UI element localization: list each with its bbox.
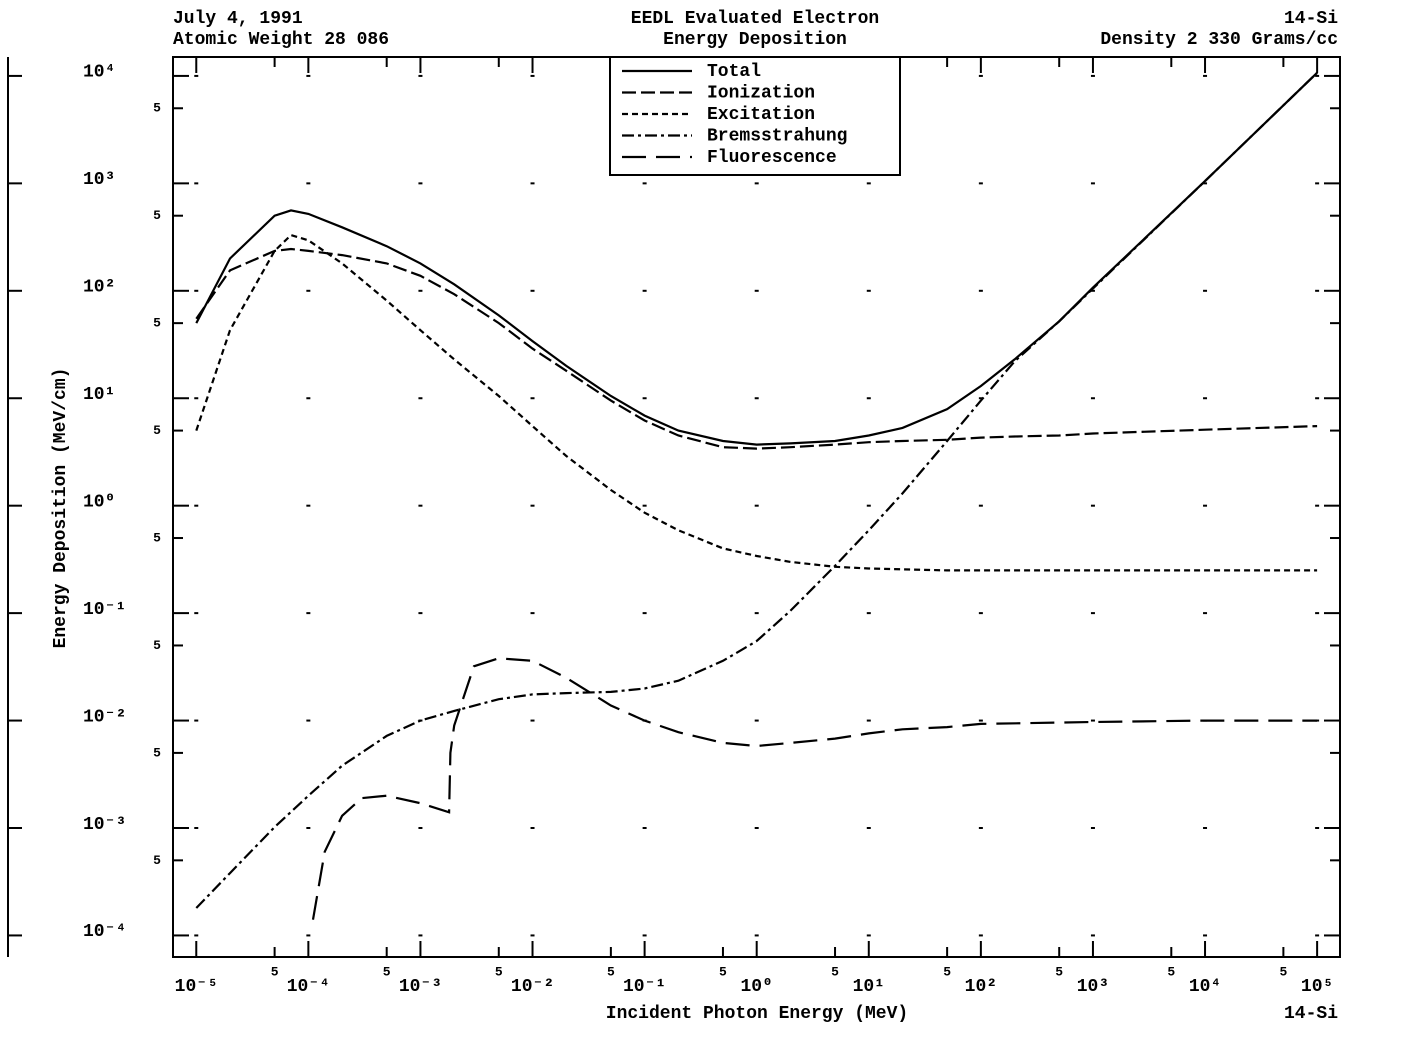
x-tick-label: 10¹ — [853, 977, 885, 997]
x-minor-tick-label: 5 — [607, 964, 615, 979]
chart-title: EEDL Evaluated Electron — [631, 9, 879, 29]
legend-label: Excitation — [707, 105, 815, 125]
x-minor-tick-label: 5 — [1055, 964, 1063, 979]
x-tick-label: 10³ — [1077, 977, 1109, 997]
x-tick-label: 10⁴ — [1189, 977, 1221, 997]
x-minor-tick-label: 5 — [1167, 964, 1175, 979]
y-minor-tick-label: 5 — [153, 423, 161, 438]
legend-label: Ionization — [707, 83, 815, 103]
x-minor-tick-label: 5 — [831, 964, 839, 979]
y-minor-tick-label: 5 — [153, 745, 161, 760]
x-tick-label: 10⁵ — [1301, 977, 1333, 997]
y-minor-tick-label: 5 — [153, 101, 161, 116]
legend-label: Bremsstrahung — [707, 126, 847, 146]
series-line — [195, 72, 1318, 909]
plot-frame — [172, 56, 1341, 958]
y-minor-tick-label: 5 — [153, 638, 161, 653]
y-tick-label: 10⁻³ — [83, 815, 126, 835]
x-minor-tick-label: 5 — [383, 964, 391, 979]
x-minor-tick-label: 5 — [719, 964, 727, 979]
chart-title: Energy Deposition — [663, 30, 847, 50]
y-minor-tick-label: 5 — [153, 208, 161, 223]
y-tick-label: 10⁻² — [83, 707, 126, 727]
y-axis-label: Energy Deposition (MeV/cm) — [51, 368, 71, 649]
series-line — [195, 72, 1318, 446]
x-tick-label: 10⁻² — [511, 977, 554, 997]
y-tick-label: 10³ — [83, 170, 115, 190]
y-tick-label: 10⁻¹ — [83, 600, 126, 620]
y-tick-label: 10⁻⁴ — [83, 922, 126, 942]
y-minor-tick-label: 5 — [153, 853, 161, 868]
x-minor-tick-label: 5 — [495, 964, 503, 979]
header-right: 14-Si — [1284, 9, 1338, 29]
y-tick-label: 10⁰ — [83, 492, 115, 512]
footer-right: 14-Si — [1284, 1004, 1338, 1024]
x-tick-label: 10² — [965, 977, 997, 997]
y-tick-label: 10⁴ — [83, 63, 115, 83]
x-minor-tick-label: 5 — [1279, 964, 1287, 979]
x-tick-label: 10⁰ — [740, 977, 772, 997]
y-minor-tick-label: 5 — [153, 530, 161, 545]
x-axis-label: Incident Photon Energy (MeV) — [606, 1004, 908, 1024]
series-line — [311, 657, 1318, 920]
y-tick-label: 10² — [83, 278, 115, 298]
y-minor-tick-label: 5 — [153, 316, 161, 331]
header-right: Density 2 330 Grams/cc — [1100, 30, 1338, 50]
legend-box — [609, 56, 901, 176]
header-left: Atomic Weight 28 086 — [173, 30, 389, 50]
header-left: July 4, 1991 — [173, 9, 303, 29]
legend-label: Fluorescence — [707, 148, 837, 168]
series-line — [195, 233, 1318, 572]
x-tick-label: 10⁻⁵ — [175, 977, 218, 997]
x-minor-tick-label: 5 — [271, 964, 279, 979]
y-tick-label: 10¹ — [83, 385, 115, 405]
legend-label: Total — [707, 62, 761, 82]
x-tick-label: 10⁻⁴ — [287, 977, 330, 997]
x-tick-label: 10⁻³ — [399, 977, 442, 997]
x-minor-tick-label: 5 — [943, 964, 951, 979]
series-line — [195, 247, 1318, 450]
x-tick-label: 10⁻¹ — [623, 977, 666, 997]
